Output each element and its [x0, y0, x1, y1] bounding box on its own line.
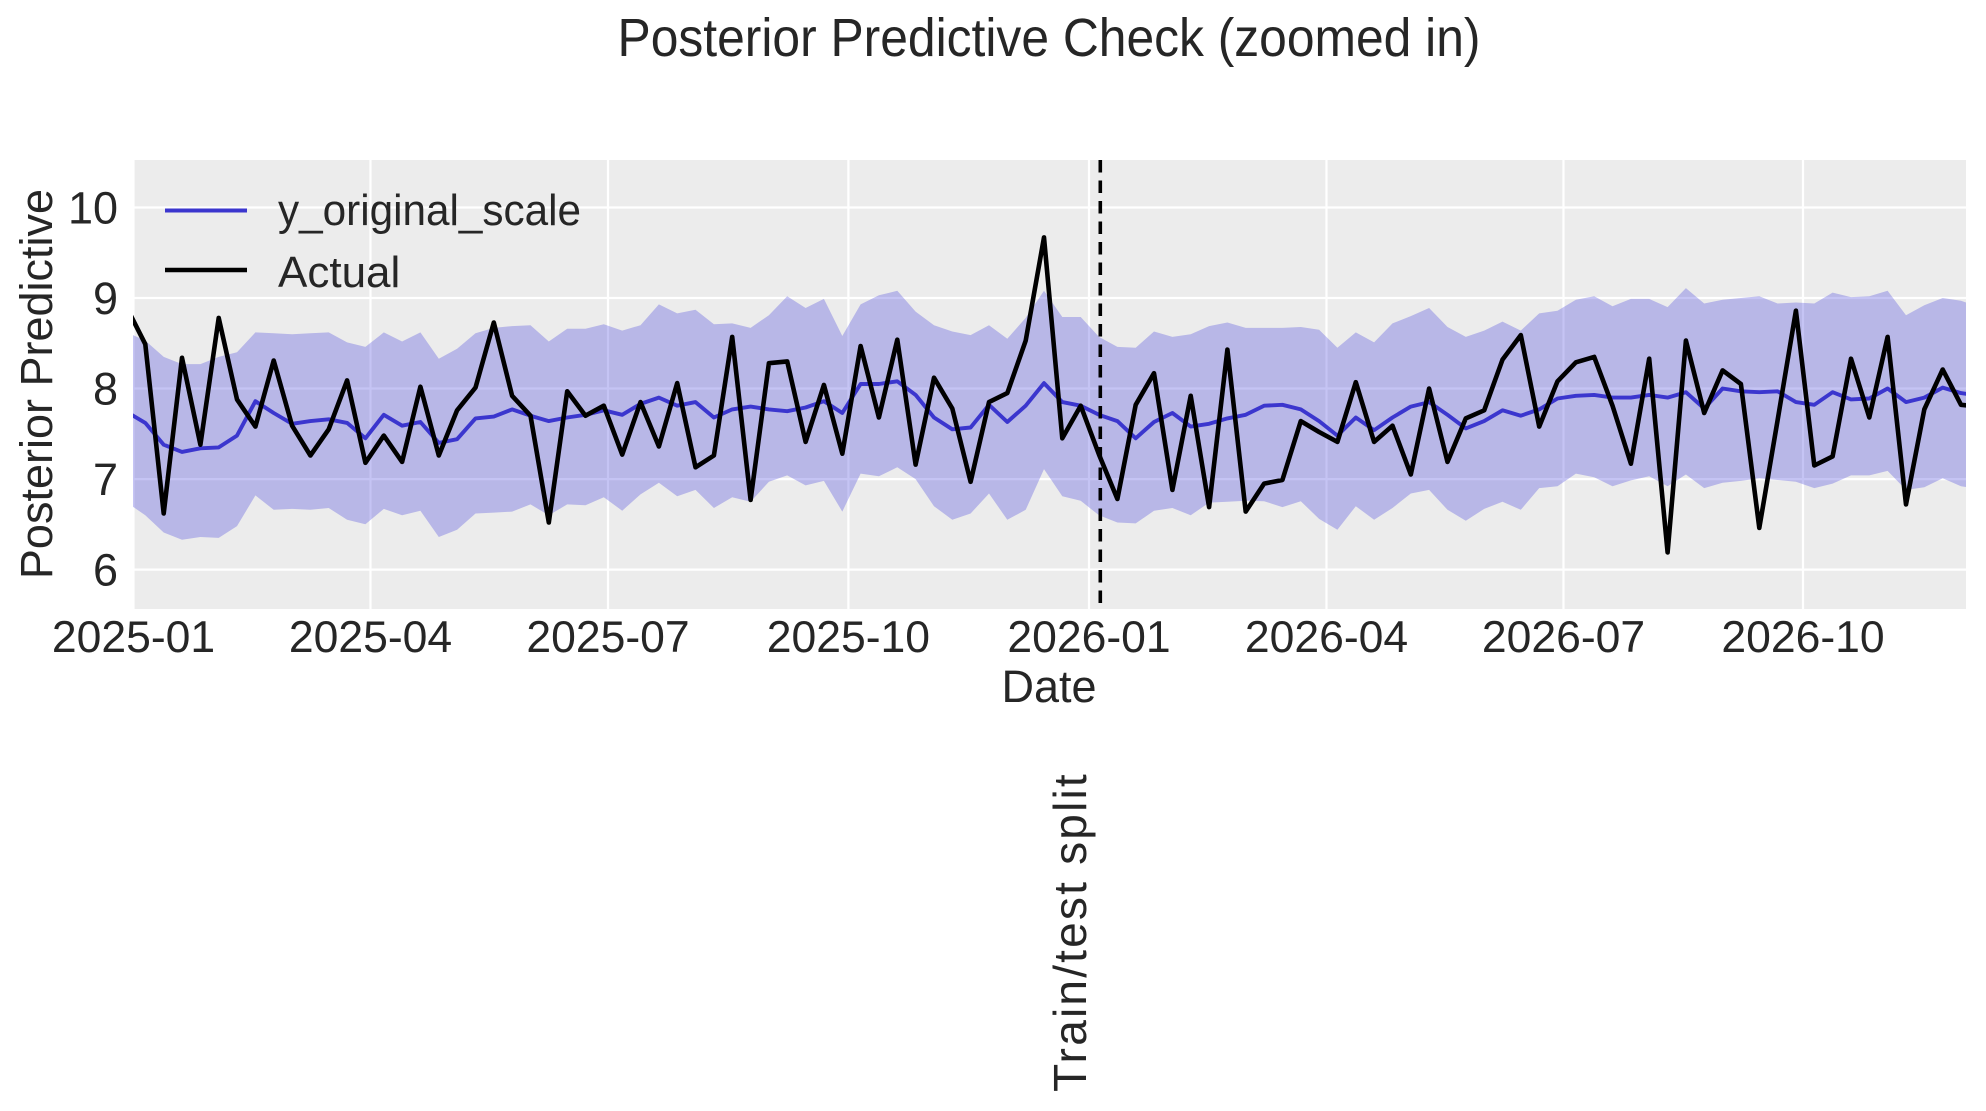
svg-text:9: 9: [93, 273, 118, 324]
svg-text:2026-07: 2026-07: [1482, 613, 1645, 662]
svg-text:2025-07: 2025-07: [526, 613, 689, 662]
svg-text:2026-01: 2026-01: [1007, 613, 1170, 662]
svg-text:Actual: Actual: [278, 248, 400, 297]
svg-text:Train/test split: Train/test split: [1044, 772, 1096, 1092]
svg-text:2026-04: 2026-04: [1245, 613, 1408, 662]
svg-text:6: 6: [93, 545, 118, 596]
svg-text:10: 10: [68, 183, 118, 234]
svg-text:8: 8: [93, 364, 118, 415]
svg-text:2025-01: 2025-01: [52, 613, 215, 662]
svg-text:2025-10: 2025-10: [767, 613, 930, 662]
svg-text:y_original_scale: y_original_scale: [278, 186, 581, 235]
svg-text:Posterior Predictive: Posterior Predictive: [11, 189, 62, 579]
svg-text:Posterior Predictive Check (zo: Posterior Predictive Check (zoomed in): [618, 8, 1481, 68]
svg-text:Date: Date: [1001, 661, 1096, 712]
svg-text:2025-04: 2025-04: [289, 613, 452, 662]
svg-text:7: 7: [93, 454, 118, 505]
svg-text:2026-10: 2026-10: [1721, 613, 1884, 662]
